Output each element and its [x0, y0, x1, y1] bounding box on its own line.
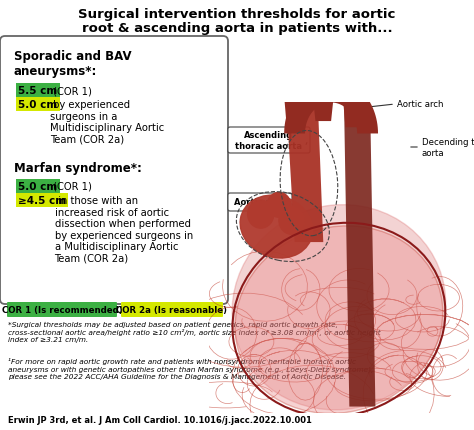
Text: Erwin JP 3rd, et al. J Am Coll Cardiol. 10.1016/j.jacc.2022.10.001: Erwin JP 3rd, et al. J Am Coll Cardiol. …	[8, 415, 312, 424]
FancyBboxPatch shape	[121, 302, 223, 317]
FancyBboxPatch shape	[228, 128, 310, 154]
Text: COR 1 (Is recommended): COR 1 (Is recommended)	[2, 305, 122, 314]
Polygon shape	[344, 109, 375, 407]
Text: (COR 1): (COR 1)	[50, 181, 92, 191]
Polygon shape	[343, 97, 366, 128]
Text: Decending thoracic
aorta: Decending thoracic aorta	[422, 138, 474, 157]
FancyBboxPatch shape	[7, 302, 117, 317]
Text: Sporadic and BAV
aneurysms*:: Sporadic and BAV aneurysms*:	[14, 50, 132, 78]
Text: (COR 1): (COR 1)	[50, 86, 92, 96]
Ellipse shape	[240, 196, 312, 258]
Ellipse shape	[235, 226, 443, 414]
Ellipse shape	[279, 207, 305, 235]
Text: Aortic arch: Aortic arch	[397, 100, 444, 109]
Text: ¹For more on rapid aortic growth rate and patients with nonsyndromic heritable t: ¹For more on rapid aortic growth rate an…	[8, 357, 374, 379]
Polygon shape	[284, 97, 305, 128]
Text: Aortic root: Aortic root	[234, 198, 286, 207]
Polygon shape	[313, 97, 334, 122]
Text: in those with an
increased risk of aortic
dissection when performed
by experienc: in those with an increased risk of aorti…	[55, 196, 193, 264]
FancyBboxPatch shape	[228, 194, 292, 212]
Text: Marfan syndrome*:: Marfan syndrome*:	[14, 162, 142, 175]
Text: Surgical intervention thresholds for aortic: Surgical intervention thresholds for aor…	[78, 8, 396, 21]
Text: *Surgical thresholds may be adjusted based on patient genetics, rapid aortic gro: *Surgical thresholds may be adjusted bas…	[8, 321, 381, 343]
Text: 5.0 cm: 5.0 cm	[18, 181, 57, 191]
Text: 5.0 cm: 5.0 cm	[18, 100, 57, 110]
Ellipse shape	[247, 201, 274, 229]
Polygon shape	[284, 78, 378, 134]
Text: by experienced
surgeons in a
Multidisciplinary Aortic
Team (COR 2a): by experienced surgeons in a Multidiscip…	[50, 100, 164, 144]
Text: 5.5 cm: 5.5 cm	[18, 86, 57, 96]
Text: Ascending
thoracic aorta: Ascending thoracic aorta	[236, 131, 302, 150]
Ellipse shape	[232, 205, 446, 410]
Text: ≥4.5 cm: ≥4.5 cm	[18, 196, 66, 206]
FancyBboxPatch shape	[0, 37, 228, 304]
Polygon shape	[287, 109, 323, 243]
Text: COR 2a (Is reasonable): COR 2a (Is reasonable)	[117, 305, 228, 314]
Ellipse shape	[267, 193, 291, 218]
Text: root & ascending aorta in patients with...: root & ascending aorta in patients with.…	[82, 22, 392, 35]
